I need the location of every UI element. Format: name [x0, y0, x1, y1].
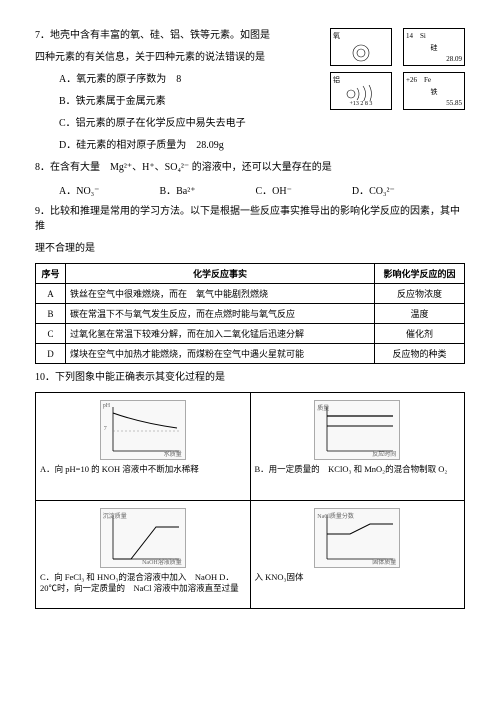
q9-h3: 影响化学反应的因 — [375, 264, 465, 284]
o-label: 氧 — [333, 32, 340, 40]
fe-num: +26 Fe — [406, 75, 462, 85]
element-cards: 氧 14 Si 硅 28.09 铝 +13 2 8 3 +26 Fe 铁 55.… — [330, 28, 465, 110]
gc-yl: 沉淀质量 — [103, 511, 127, 520]
q8-b: B．Ba²⁺ — [159, 182, 195, 197]
gb-yl: 质量 — [317, 403, 329, 412]
q9-rAk: A — [36, 284, 66, 304]
q9-rDf: 煤块在空气中加热才能燃烧，而煤粉在空气中遇火星就可能 — [66, 344, 375, 364]
q9-h1: 序号 — [36, 264, 66, 284]
q10-stem: 10．下列图象中能正确表示其变化过程的是 — [35, 370, 465, 385]
fe-name: 铁 — [406, 87, 462, 97]
q7-optC: C．铝元素的原子在化学反应中易失去电子 — [35, 116, 465, 131]
q9-stem2: 理不合理的是 — [35, 241, 465, 256]
q9-stem1: 9．比较和推理是常用的学习方法。以下是根据一些反应事实推导出的影响化学反应的因素… — [35, 204, 465, 234]
q9-rCr: 催化剂 — [375, 324, 465, 344]
si-name: 硅 — [406, 43, 462, 53]
ga-xl: 水质量 — [164, 449, 182, 458]
q8-c: C．OH⁻ — [256, 182, 292, 197]
q9-rBr: 温度 — [375, 304, 465, 324]
si-num: 14 Si — [406, 31, 462, 41]
q9-rBf: 碳在常温下不与氧气发生反应，而在点燃时能与氧气反应 — [66, 304, 375, 324]
si-mass: 28.09 — [406, 55, 462, 63]
q7-optD: D．硅元素的相对原子质量为 28.09g — [35, 138, 465, 153]
fe-mass: 55.85 — [406, 99, 462, 107]
ga-m: 7 — [104, 426, 107, 432]
graph-a: pH 7 水质量 — [100, 400, 186, 460]
q8-d: D．CO₃²⁻ — [352, 182, 395, 197]
ga-yl: pH — [103, 403, 110, 409]
q9-rCk: C — [36, 324, 66, 344]
q8-stem: 8．在含有大量 Mg²⁺、H⁺、SO₄²⁻ 的溶液中，还可以大量存在的是 — [35, 160, 465, 175]
graph-d: NaCl质量分数 固体质量 — [314, 508, 400, 568]
q10-table: pH 7 水质量 A．向 pH=10 的 KOH 溶液中不断加水稀释 质量 反应… — [35, 392, 465, 609]
q9-rDk: D — [36, 344, 66, 364]
q10-capC: C．向 FeCl₃ 和 HNO₃的混合溶液中加入 NaOH D．20℃时，向一定… — [40, 572, 246, 595]
q10-capD: 入 KNO₃固体 — [255, 572, 461, 583]
q9-table: 序号 化学反应事实 影响化学反应的因 A铁丝在空气中很难燃烧，而在 氧气中能剧烈… — [35, 263, 465, 364]
q10-capA: A．向 pH=10 的 KOH 溶液中不断加水稀释 — [40, 464, 246, 475]
q9-rDr: 反应物的种类 — [375, 344, 465, 364]
q9-rAf: 铁丝在空气中很难燃烧，而在 氧气中能剧烈燃烧 — [66, 284, 375, 304]
q8-a: A．NO₃⁻ — [59, 182, 99, 197]
q9-rBk: B — [36, 304, 66, 324]
q9-rCf: 过氧化氢在常温下较难分解，而在加入二氧化锰后迅速分解 — [66, 324, 375, 344]
graph-b: 质量 反应时间 — [314, 400, 400, 460]
q10-capB: B．用一定质量的 KClO₃ 和 MnO₂的混合物制取 O₂ — [255, 464, 461, 475]
graph-c: 沉淀质量 NaOH溶液质量 — [100, 508, 186, 568]
q9-rAr: 反应物浓度 — [375, 284, 465, 304]
gd-xl: 固体质量 — [372, 557, 396, 566]
gb-xl: 反应时间 — [372, 449, 396, 458]
gc-xl: NaOH溶液质量 — [142, 557, 182, 566]
q9-h2: 化学反应事实 — [66, 264, 375, 284]
gd-yl: NaCl质量分数 — [317, 511, 354, 520]
al-label: 铝 — [333, 75, 389, 85]
al-nums: +13 2 8 3 — [333, 101, 389, 107]
